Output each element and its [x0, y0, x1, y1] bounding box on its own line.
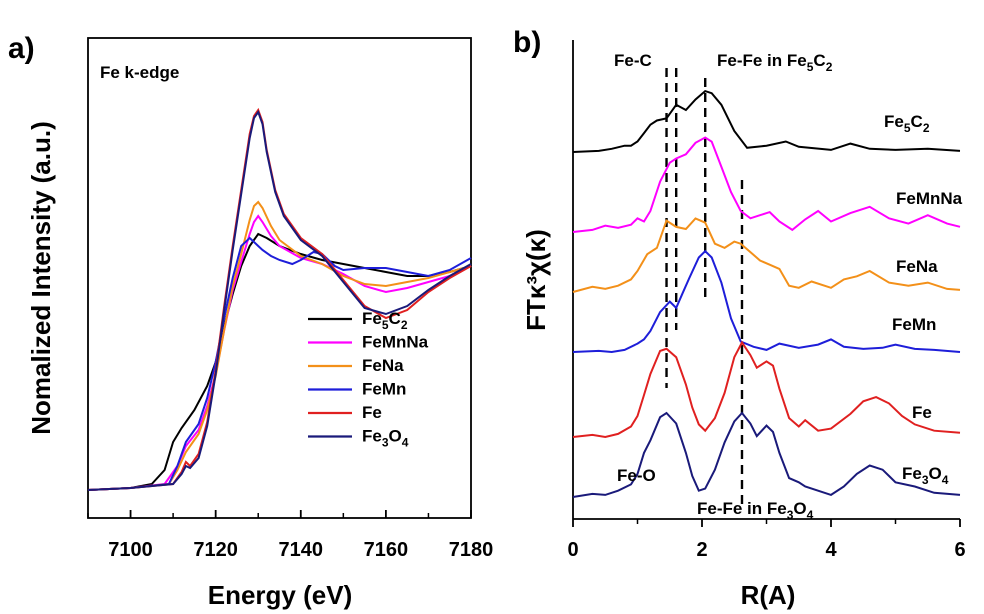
line-a-femnna	[87, 214, 472, 491]
panel-b-ticks: 0 2 4 6	[567, 519, 966, 561]
panel-a-letter: a)	[8, 32, 35, 65]
panel-a-chart: a) Fe k-edge 7100 7120 7140 7160 7180 Fe5C2F…	[8, 32, 493, 610]
legend-label-femn: FeMn	[362, 380, 406, 399]
panel-a-ticks: 7100 7120 7140 7160 7180	[87, 510, 494, 561]
x-tick-label-a: 7180	[449, 539, 494, 561]
panel-a-annotation: Fe k-edge	[100, 63, 179, 82]
panel-b-annotations: Fe-C Fe-Fe in Fe5C2 Fe-O Fe-Fe in Fe3O4	[614, 51, 833, 522]
series-label-femn: FeMn	[892, 315, 936, 334]
line-b-femn	[572, 249, 961, 354]
x-tick-label-a: 7140	[279, 539, 324, 561]
panel-b-series-labels: Fe5C2 FeMnNa FeNa FeMn Fe Fe3O4	[884, 112, 963, 487]
legend-label-fe5c2: Fe5C2	[362, 309, 408, 332]
x-tick-label-b: 0	[567, 539, 578, 561]
line-a-fe5c2	[87, 232, 472, 491]
line-a-fe3o4	[87, 109, 472, 491]
annotation-fe-c: Fe-C	[614, 51, 652, 70]
panel-a-y-axis-title: Nomalized Intensity (a.u.)	[26, 121, 56, 435]
legend-label-fe: Fe	[362, 403, 382, 422]
panel-a-x-axis-title: Energy (eV)	[208, 580, 353, 610]
line-b-fe5c2	[572, 89, 961, 153]
panel-b-y-axis-title: FTκ³χ(κ)	[521, 229, 551, 331]
series-label-fe3o4: Fe3O4	[902, 464, 949, 487]
line-b-fe	[572, 340, 961, 439]
panel-b-x-axis-title: R(A)	[741, 580, 796, 610]
line-a-femn	[87, 236, 472, 491]
line-b-fena	[572, 217, 961, 293]
legend-label-fe3o4: Fe3O4	[362, 427, 409, 450]
panel-b-guide-lines	[665, 68, 744, 506]
series-label-femnna: FeMnNa	[896, 189, 963, 208]
series-label-fe5c2: Fe5C2	[884, 112, 930, 135]
x-tick-label-b: 6	[954, 539, 965, 561]
legend-label-femnna: FeMnNa	[362, 333, 429, 352]
x-tick-label-a: 7120	[193, 539, 238, 561]
x-tick-label-a: 7100	[108, 539, 153, 561]
line-a-fena	[87, 200, 472, 491]
legend-label-fena: FeNa	[362, 356, 404, 375]
x-tick-label-a: 7160	[364, 539, 409, 561]
panel-b-lines	[572, 89, 961, 498]
line-b-femnna	[572, 136, 961, 233]
annotation-fe-fe-in-fe3o4: Fe-Fe in Fe3O4	[697, 499, 814, 522]
series-label-fena: FeNa	[896, 257, 938, 276]
x-tick-label-b: 2	[696, 539, 707, 561]
series-label-fe: Fe	[912, 403, 932, 422]
panel-b-letter: b)	[513, 26, 541, 59]
panel-a-lines	[87, 107, 472, 491]
annotation-fe-fe-in-fe5c2: Fe-Fe in Fe5C2	[717, 51, 833, 74]
panel-a-frame	[87, 37, 472, 519]
annotation-fe-o: Fe-O	[617, 466, 656, 485]
line-b-fe3o4	[572, 411, 961, 498]
x-tick-label-b: 4	[825, 539, 837, 561]
